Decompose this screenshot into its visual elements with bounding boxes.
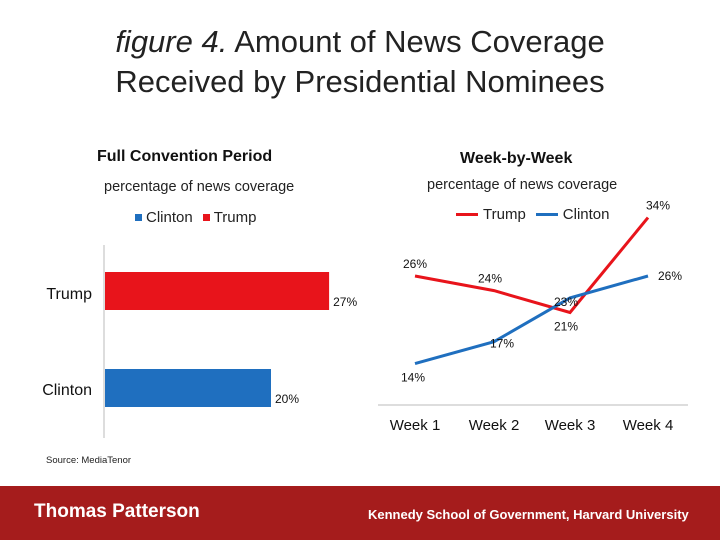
legend-trump-swatch: [202, 214, 210, 221]
trump-line: [414, 216, 650, 315]
trump-label-week-3: 21%: [554, 320, 578, 334]
bar-value-trump: 27%: [333, 295, 357, 309]
clinton-label-week-3: 23%: [554, 295, 578, 309]
source-note: Source: MediaTenor: [46, 455, 132, 466]
clinton-line: [414, 274, 649, 366]
bar-chart-title: Full Convention Period: [97, 148, 273, 165]
week-tick-2: Week 2: [469, 417, 520, 434]
slide-title: figure 4. Amount of News Coverage Receiv…: [0, 22, 720, 102]
bar-trump: [105, 272, 330, 310]
bar-value-clinton: 20%: [275, 392, 299, 406]
charts-canvas: Trump Clinton 27% 20% Week 1 Week 2 Week…: [42, 199, 688, 438]
line-chart-title: Week-by-Week: [460, 150, 573, 167]
legend-trump-line-label: Trump: [483, 206, 526, 223]
line-chart-axis-label: percentage of news coverage: [427, 177, 618, 193]
title-line-2: Received by Presidential Nominees: [115, 64, 605, 99]
title-line-1: Amount of News Coverage: [227, 24, 605, 59]
bar-category-clinton: Clinton: [42, 382, 92, 399]
clinton-label-week-4: 26%: [658, 269, 682, 283]
legend-clinton-swatch: [135, 214, 142, 221]
bar-category-trump: Trump: [46, 286, 92, 303]
week-tick-1: Week 1: [390, 417, 441, 434]
legend-trump-line-swatch: [456, 213, 478, 216]
bar-chart-axis-label: percentage of news coverage: [104, 179, 295, 195]
line-chart-legend: Trump Clinton: [456, 206, 609, 223]
legend-clinton-line-label: Clinton: [562, 206, 610, 223]
footer-author: Thomas Patterson: [34, 501, 200, 522]
week-tick-4: Week 4: [623, 417, 674, 434]
footer-institution: Kennedy School of Government, Harvard Un…: [368, 507, 689, 522]
legend-clinton-label: Clinton: [146, 209, 193, 226]
bar-chart-legend: Clinton Trump: [135, 209, 256, 226]
title-figure-number: figure 4.: [115, 24, 228, 59]
clinton-label-week-2: 17%: [490, 337, 514, 351]
trump-label-week-1: 26%: [403, 257, 427, 271]
legend-trump-label: Trump: [213, 209, 257, 226]
footer-bar: Thomas Patterson Kennedy School of Gover…: [0, 486, 720, 540]
clinton-label-week-1: 14%: [401, 371, 425, 385]
trump-label-week-2: 24%: [478, 272, 502, 286]
legend-clinton-line-swatch: [535, 213, 558, 216]
trump-label-week-4: 34%: [646, 199, 670, 213]
week-tick-3: Week 3: [545, 417, 596, 434]
bar-clinton: [105, 369, 271, 407]
